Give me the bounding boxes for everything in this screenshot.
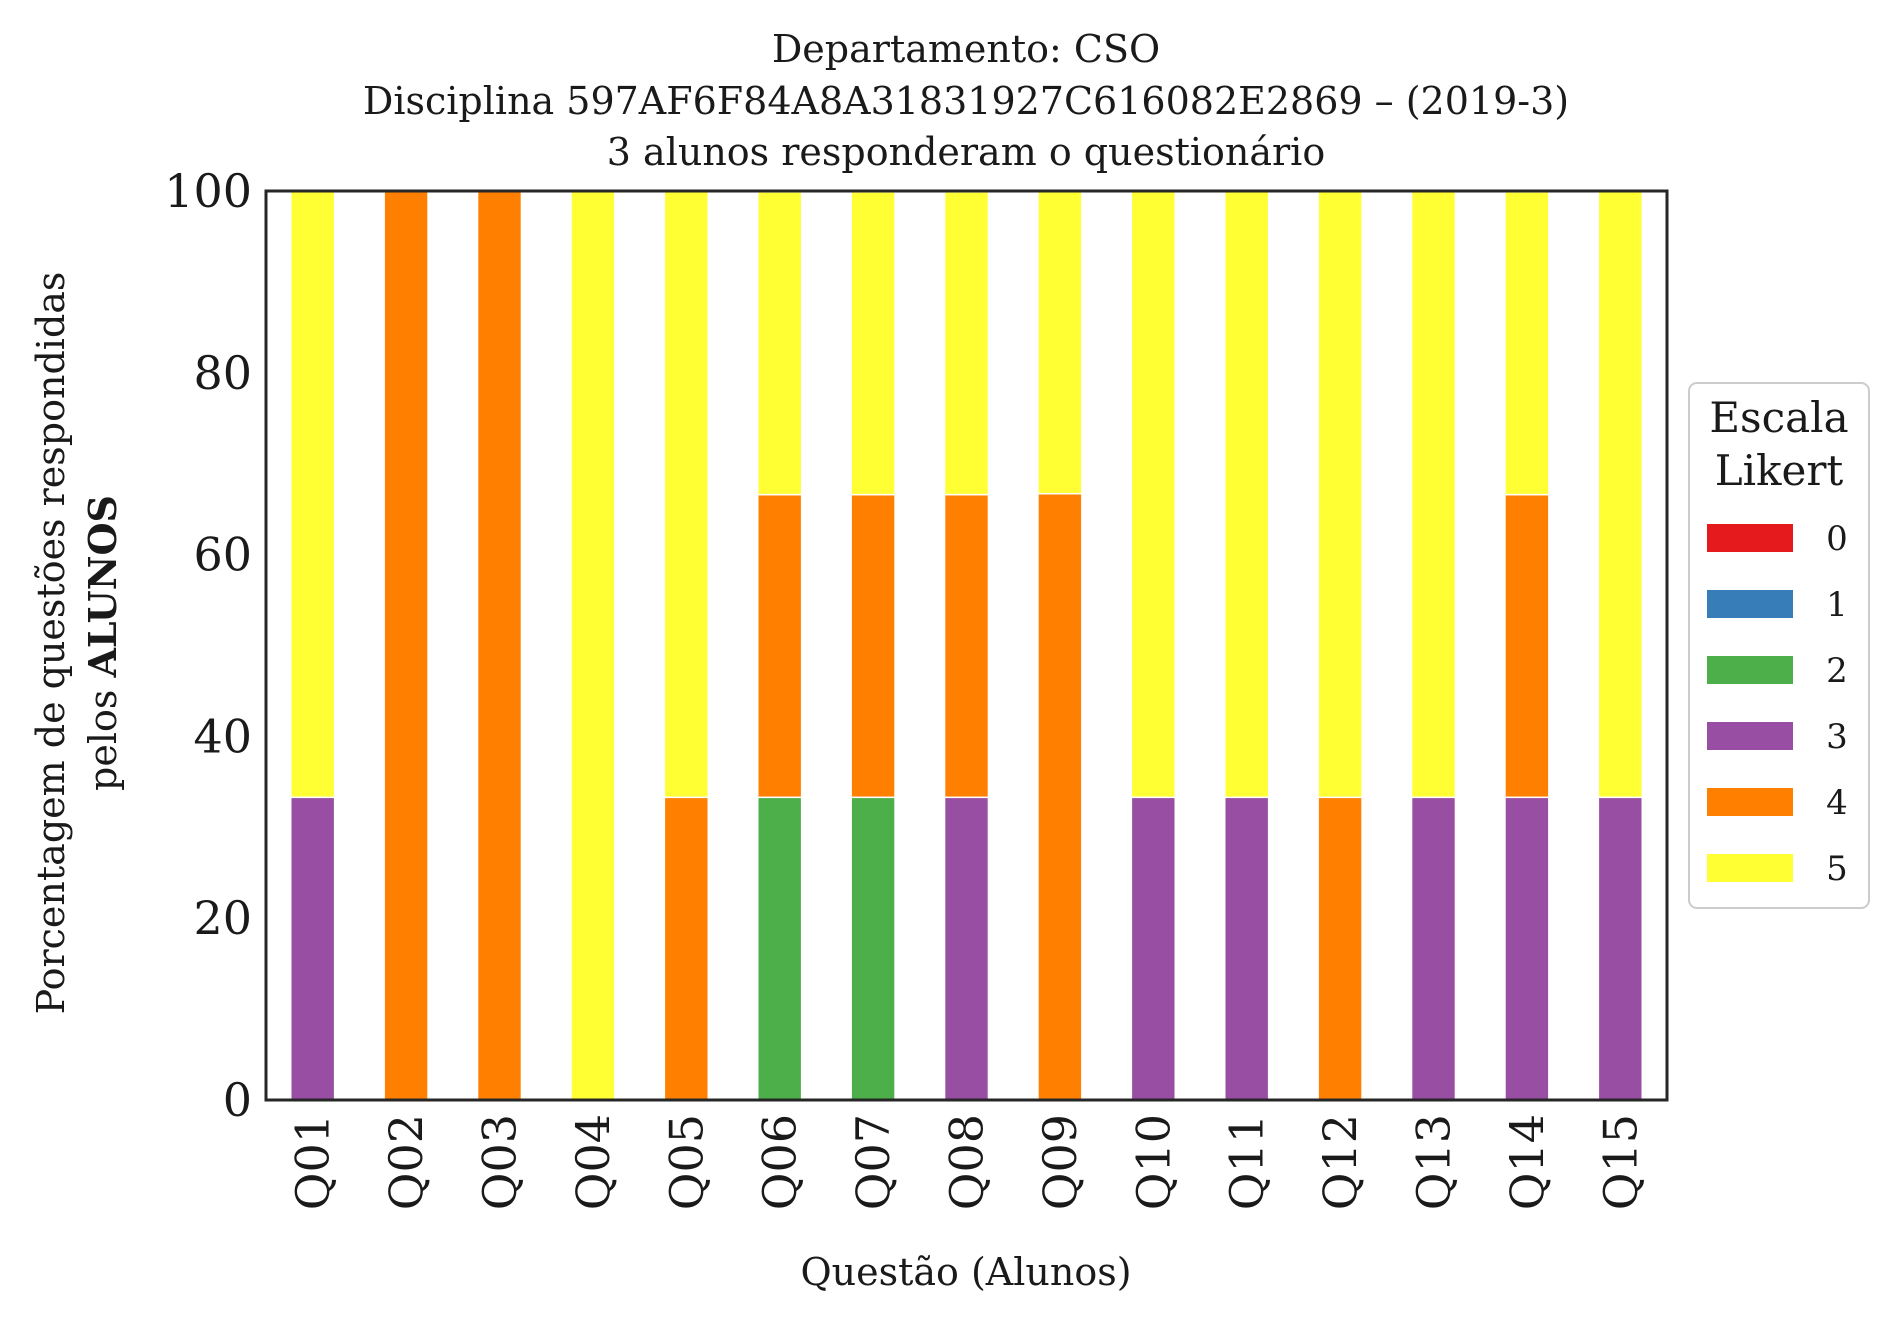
bar-segment-q07-scale-5 [850,191,896,496]
bar-segment-q08-scale-3 [943,796,990,1101]
x-tick-label-q06: Q06 [753,1114,807,1210]
bar-segment-q06-scale-5 [757,191,803,496]
bar-segment-q14-scale-5 [1504,191,1550,496]
bar-segment-q06-scale-4 [757,493,803,799]
bar-segment-q15-scale-3 [1597,796,1643,1101]
x-tick-label-q10: Q10 [1126,1114,1180,1210]
x-tick-label-q13: Q13 [1407,1114,1461,1210]
bar-segment-q12-scale-5 [1317,190,1363,799]
legend-label-2: 2 [1826,651,1848,691]
y-tick-label-0: 0 [223,1073,252,1127]
x-tick-label-q11: Q11 [1220,1114,1274,1210]
bar-segment-q07-scale-4 [850,493,896,799]
bar-segment-q07-scale-2 [850,796,896,1101]
y-axis-label-prefix: pelos [81,678,125,791]
legend-label-3: 3 [1826,717,1848,757]
x-tick-label-q08: Q08 [940,1114,994,1210]
legend-swatch-1 [1707,590,1793,618]
x-tick-label-q15: Q15 [1593,1114,1647,1210]
bar-segment-q09-scale-4 [1037,492,1083,1101]
bar-segment-q13-scale-3 [1410,796,1457,1101]
chart-title-line-3: 3 alunos responderam o questionário [607,130,1325,174]
x-axis-label: Questão (Alunos) [800,1250,1131,1294]
legend-label-5: 5 [1826,849,1848,889]
plot-frame [264,189,1669,1102]
x-tick-label-q04: Q04 [566,1114,620,1210]
bar-segment-q01-scale-3 [290,796,336,1101]
bars-group [290,190,1643,1101]
bar-segment-q05-scale-5 [663,190,709,799]
legend: Escala Likert 0 1 2 3 4 5 [1688,382,1870,909]
legend-swatch-3 [1707,722,1793,750]
y-axis-label-bold: ALUNOS [80,495,125,679]
bar-segment-q02-scale-4 [383,190,429,1101]
bar-segment-q08-scale-4 [943,493,990,799]
bar-segment-q11-scale-3 [1224,796,1270,1101]
legend-items: 0 1 2 3 4 5 [1707,519,1848,889]
chart-title-line-1: Departamento: CSO [772,27,1160,71]
y-tick-label-20: 20 [193,891,252,945]
legend-swatch-4 [1707,788,1793,816]
y-ticks-group: 0 20 40 60 80 100 [164,164,252,1127]
bar-segment-q05-scale-4 [663,796,709,1101]
bar-segment-q04-scale-5 [570,190,616,1101]
legend-box [1688,382,1870,909]
bar-segment-q10-scale-5 [1130,190,1176,799]
y-tick-label-60: 60 [193,528,252,582]
x-tick-label-q05: Q05 [659,1114,713,1210]
bar-segment-q11-scale-5 [1224,190,1270,799]
legend-title-line-1: Escala [1709,393,1848,442]
x-tick-label-q01: Q01 [286,1114,340,1210]
bar-segment-q10-scale-3 [1130,796,1176,1101]
legend-title-line-2: Likert [1715,446,1844,495]
x-tick-label-q02: Q02 [379,1114,433,1210]
legend-label-4: 4 [1826,783,1848,823]
bar-segment-q14-scale-3 [1504,796,1550,1101]
legend-label-0: 0 [1826,519,1848,559]
x-tick-label-q12: Q12 [1313,1114,1367,1210]
legend-swatch-5 [1707,854,1793,882]
legend-label-1: 1 [1826,585,1848,625]
y-tick-label-100: 100 [164,164,252,218]
legend-swatch-2 [1707,656,1793,684]
bar-segment-q03-scale-4 [476,190,523,1101]
bar-segment-q06-scale-2 [757,796,803,1101]
y-axis-label: Porcentagem de questões respondidas pelo… [29,272,125,1015]
x-tick-label-q03: Q03 [473,1114,527,1210]
bar-segment-q01-scale-5 [290,190,336,799]
y-tick-label-80: 80 [193,346,252,400]
y-tick-label-40: 40 [193,709,252,763]
x-tick-label-q09: Q09 [1033,1114,1087,1210]
x-tick-label-q14: Q14 [1500,1114,1554,1210]
bar-segment-q08-scale-5 [943,191,990,496]
x-ticks-group: Q01 Q02 Q03 Q04 Q05 Q06 Q07 Q08 Q09 Q10 Q11 Q12 Q13 Q… [286,1114,1648,1210]
bar-segment-q13-scale-5 [1410,190,1457,799]
bar-segment-q14-scale-4 [1504,493,1550,799]
y-axis-label-line-1: Porcentagem de questões respondidas [29,272,73,1015]
bar-segment-q15-scale-5 [1597,190,1643,799]
x-tick-label-q07: Q07 [846,1114,900,1210]
legend-swatch-0 [1707,524,1793,552]
bar-segment-q09-scale-5 [1037,190,1083,495]
bar-segment-q12-scale-4 [1317,796,1363,1101]
chart-title-line-2: Disciplina 597AF6F84A8A31831927C616082E2… [363,79,1569,123]
y-axis-label-line-2: pelos ALUNOS [80,495,125,791]
